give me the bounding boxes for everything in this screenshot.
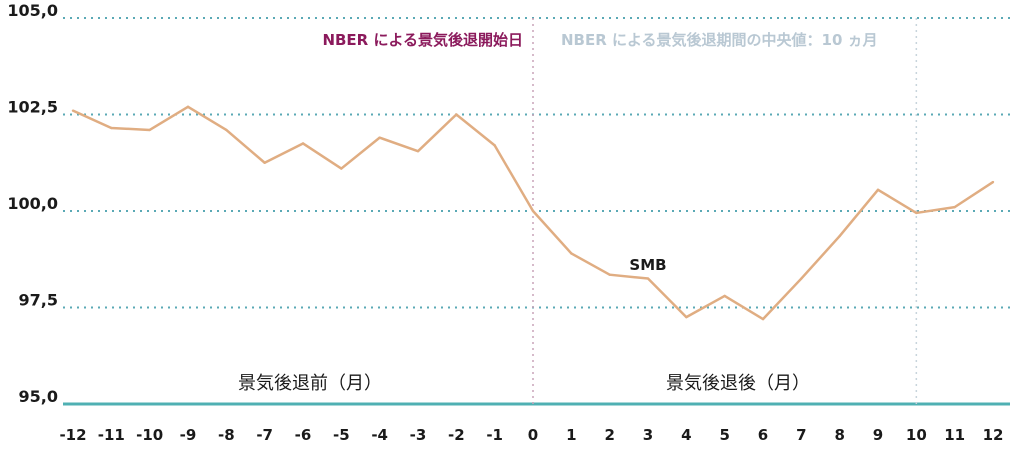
x-tick-label: -8	[218, 426, 235, 444]
data-point	[71, 109, 75, 112]
x-tick-label: 3	[643, 426, 653, 444]
y-tick-label: 100,0	[7, 194, 58, 213]
data-point	[531, 209, 535, 213]
after-recession-label: 景気後退後（月）	[666, 373, 810, 394]
data-point	[186, 105, 190, 108]
data-point	[915, 211, 918, 215]
data-point	[723, 294, 726, 298]
x-tick-label: 11	[944, 426, 965, 444]
x-tick-label: 12	[983, 426, 1004, 444]
x-tick-label: -1	[486, 426, 503, 444]
x-tick-label: -9	[180, 426, 197, 444]
data-point	[608, 273, 611, 276]
data-point	[493, 144, 496, 147]
y-tick-label: 105,0	[7, 1, 58, 20]
data-point	[378, 136, 381, 139]
x-tick-label: -2	[448, 426, 465, 444]
data-point	[570, 252, 573, 255]
median-duration-annotation: NBER による景気後退期間の中央値：10 ヵ月	[561, 31, 878, 49]
data-point	[991, 180, 995, 184]
x-tick-label: -11	[98, 426, 125, 444]
series-group	[71, 105, 995, 321]
x-tick-label: -3	[410, 426, 427, 444]
data-point	[838, 234, 841, 238]
x-tick-label: 5	[719, 426, 729, 444]
y-tick-label: 97,5	[19, 291, 58, 310]
y-tick-label: 95,0	[19, 387, 58, 406]
data-point	[685, 315, 688, 319]
x-tick-label: -7	[256, 426, 273, 444]
data-point	[455, 113, 458, 116]
data-point	[416, 149, 420, 153]
before-recession-label: 景気後退前（月）	[238, 373, 382, 394]
x-tick-label: 9	[873, 426, 883, 444]
x-tick-label: 10	[906, 426, 927, 444]
x-tick-label: -4	[371, 426, 388, 444]
x-tick-label: 8	[834, 426, 844, 444]
data-point	[800, 277, 803, 280]
x-tick-label: -6	[295, 426, 312, 444]
x-tick-label: 1	[566, 426, 576, 444]
x-tick-label: 4	[681, 426, 691, 444]
x-tick-label: 0	[528, 426, 538, 444]
y-tick-label: 102,5	[7, 98, 58, 117]
x-tick-label: 6	[758, 426, 768, 444]
x-tick-label: 7	[796, 426, 806, 444]
recession-start-annotation: NBER による景気後退開始日	[322, 31, 523, 49]
data-point	[110, 126, 113, 130]
data-point	[263, 161, 266, 164]
grid-lines	[63, 17, 1010, 406]
series-label-smb: SMB	[629, 256, 666, 274]
data-point	[225, 128, 228, 132]
data-point	[876, 188, 880, 191]
x-tick-label: 2	[604, 426, 614, 444]
data-point	[301, 142, 305, 145]
y-axis-tick-labels: 95,0 97,5 100,0 102,5 105,0	[7, 1, 58, 406]
x-tick-label: -12	[59, 426, 86, 444]
data-point	[646, 277, 650, 280]
data-point	[148, 128, 151, 132]
data-point	[761, 317, 765, 321]
data-point	[953, 205, 956, 209]
data-point	[340, 167, 343, 170]
x-tick-label: -5	[333, 426, 350, 444]
x-tick-label: -10	[136, 426, 163, 444]
x-axis-tick-labels: -12 -11 -10 -9 -8 -7 -6 -5 -4 -3 -2 -1 0 1 2 3 4 5 6 7 8 9 10 1…	[59, 426, 1003, 444]
